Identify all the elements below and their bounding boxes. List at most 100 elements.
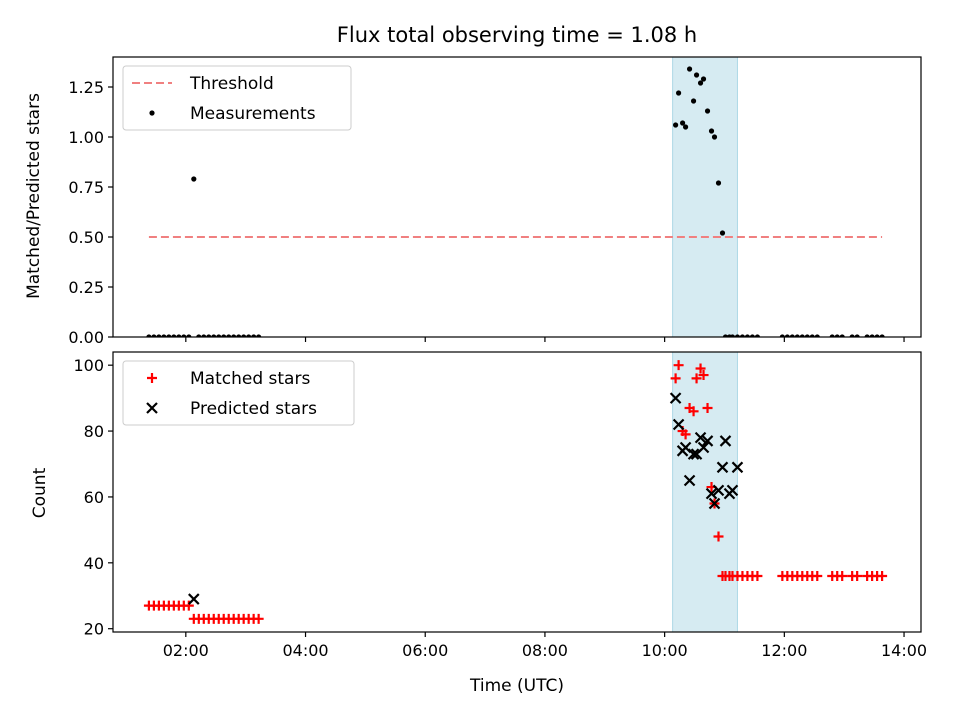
measurements-point (686, 66, 693, 72)
predicted-stars-point (712, 484, 725, 497)
matched-stars-point (812, 571, 823, 581)
matched-stars-point (680, 429, 691, 440)
predicted-stars-point (687, 448, 700, 460)
measurements-point (784, 334, 790, 337)
measurements-point (226, 334, 232, 337)
y-tick-label: 40 (84, 554, 104, 573)
matched-stars-point (670, 373, 681, 384)
y-axis-label-count: Count (30, 467, 50, 518)
y-tick-label: 0.25 (68, 278, 104, 297)
measurements-point (221, 334, 227, 337)
measurements-point (216, 334, 222, 337)
y-tick-label: 0.50 (68, 228, 104, 247)
measurements-point (734, 334, 741, 337)
legend-box (122, 65, 352, 131)
measurements-point (176, 334, 182, 337)
measurements-point (779, 334, 785, 337)
measurements-point (704, 108, 711, 114)
matched-stars-point (691, 373, 702, 384)
y-tick-label: 100 (73, 356, 104, 375)
measurements-point (206, 334, 212, 337)
matched-stars-point (713, 531, 724, 542)
predicted-stars-point (188, 593, 200, 605)
measurements-point (854, 334, 860, 337)
predicted-stars-point (672, 418, 685, 431)
measurements-point (151, 334, 157, 337)
measurements-point (146, 334, 152, 337)
measurements-point (236, 334, 242, 337)
y-tick-label: 1.00 (68, 128, 104, 147)
measurements-point (834, 334, 840, 337)
predicted-stars-point (719, 435, 732, 447)
x-tick-label: 12:00 (761, 641, 807, 660)
predicted-stars-point (731, 461, 744, 474)
measurements-point (246, 334, 252, 337)
legend: Threshold Measurements (122, 65, 352, 131)
measurements-point (739, 334, 746, 337)
y-axis-label-ratio: Matched/Predicted stars (24, 93, 44, 299)
measurements-point (156, 334, 162, 337)
measurements-point (211, 334, 217, 337)
x-tick-label: 04:00 (282, 641, 328, 660)
measurements-point (809, 334, 815, 337)
measurements-point (711, 134, 718, 140)
y-tick-label: 1.25 (68, 78, 104, 97)
measurements-point (693, 72, 700, 78)
measurements-point (869, 334, 875, 337)
measurements-point (697, 80, 704, 86)
data-layer (143, 360, 888, 624)
measurements-point (814, 334, 820, 337)
measurements-point (722, 334, 729, 337)
plot-frame (112, 351, 922, 633)
x-tick-label: 14:00 (881, 641, 927, 660)
measurements-point (799, 334, 805, 337)
legend: Matched stars Predicted stars (122, 360, 355, 426)
matched-stars-point (253, 613, 264, 624)
matched-stars-point (183, 600, 194, 611)
y-tick-label: 20 (84, 620, 104, 639)
plot-frame (112, 56, 922, 338)
matched-stars-point (837, 571, 848, 581)
predicted-stars-point (697, 441, 710, 454)
legend-box (122, 360, 355, 426)
y-tick-label: 80 (84, 422, 104, 441)
predicted-stars-point (716, 461, 729, 474)
legend-entry-label: Measurements (190, 104, 316, 124)
y-tick-label: 0.75 (68, 178, 104, 197)
observing-span-shade (672, 56, 738, 338)
measurements-point (201, 334, 207, 337)
predicted-stars-point (705, 487, 718, 500)
measurements-point (794, 334, 800, 337)
measurements-point (191, 176, 197, 182)
measurements-point (754, 334, 761, 337)
measurements-point (729, 334, 736, 337)
measurements-point (676, 90, 682, 96)
measurements-point (196, 334, 202, 337)
matched-stars-point (702, 403, 713, 413)
measurements-point (679, 120, 686, 126)
x-tick-label: 08:00 (522, 641, 568, 660)
measurements-point (690, 98, 697, 104)
y-tick-label: 60 (84, 488, 104, 507)
data-layer (146, 66, 885, 337)
measurements-point (231, 334, 237, 337)
y-tick-label: 0.00 (68, 328, 104, 347)
ratio-panel: 0.00 0.25 0.50 0.75 1.00 1.25 Threshold Measure… (68, 56, 922, 347)
measurements-point (749, 334, 756, 337)
measurements-point (715, 180, 722, 186)
measurements-point (744, 334, 751, 337)
predicted-stars-point (683, 474, 696, 487)
x-tick-label: 10:00 (642, 641, 688, 660)
predicted-stars-point (726, 484, 739, 497)
matched-stars-point (698, 370, 709, 381)
legend-entry-label: Predicted stars (190, 399, 317, 419)
predicted-stars-point (708, 497, 721, 510)
measurements-point (181, 334, 187, 337)
measurements-point (789, 334, 795, 337)
matched-stars-point (673, 360, 684, 371)
measurements-point (829, 334, 835, 337)
count-panel: 20 40 60 80 100 02:00 04:00 06:00 08:00 10:00 12:0… (73, 351, 927, 660)
x-tick-label: 02:00 (163, 641, 209, 660)
measurements-point (849, 334, 855, 337)
chart-title: Flux total observing time = 1.08 h (337, 23, 697, 47)
